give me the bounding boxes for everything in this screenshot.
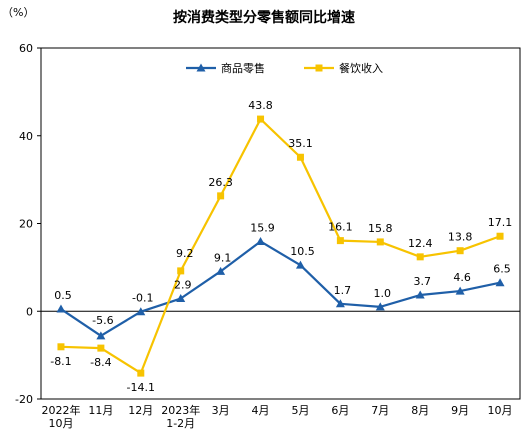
y-tick-label: 60 (19, 42, 33, 55)
data-point-marker (495, 278, 505, 287)
data-label: -14.1 (127, 381, 155, 394)
data-label: 16.1 (328, 221, 353, 234)
data-point-marker (335, 299, 345, 308)
data-label: 4.6 (453, 271, 471, 284)
data-point-marker (375, 302, 385, 311)
data-label: 1.7 (334, 284, 352, 297)
data-point-marker (217, 192, 225, 200)
data-point-marker (177, 267, 185, 275)
data-label: 13.8 (448, 231, 473, 244)
series-layer (56, 115, 505, 377)
legend-label: 餐饮收入 (339, 61, 383, 75)
data-point-marker (176, 294, 186, 303)
data-label: 10.5 (290, 245, 315, 258)
y-tick-label: -20 (15, 393, 33, 406)
x-tick-label: 5月 (291, 404, 309, 417)
data-label: 35.1 (288, 137, 313, 150)
data-point-marker (455, 286, 465, 295)
x-tick-label: 8月 (411, 404, 429, 417)
x-tick-label: 9月 (451, 404, 469, 417)
axes: -20 0 20 40 60 2022年 10月 11月 12月 2023年 1-2月 3月 4月 5月 6… (15, 42, 521, 430)
plot-frame (40, 47, 521, 400)
data-point-marker (137, 369, 145, 377)
data-point-marker (295, 260, 305, 269)
data-point-marker (336, 237, 344, 245)
data-point-marker (57, 343, 65, 351)
series-line (60, 117, 501, 375)
data-point-marker (257, 115, 265, 123)
data-point-marker (496, 232, 504, 240)
legend-marker (196, 63, 206, 72)
data-label: 43.8 (248, 99, 273, 112)
data-point-marker (296, 153, 304, 161)
x-tick-label: 2023年 1-2月 (161, 403, 200, 430)
x-tick-label: 6月 (331, 404, 349, 417)
data-label: 12.4 (408, 237, 433, 250)
data-label: 15.9 (250, 221, 275, 234)
data-label: 6.5 (493, 263, 511, 276)
y-axis-unit-label: （%） (2, 6, 34, 19)
data-label: -8.4 (90, 356, 111, 369)
data-label: -5.6 (92, 314, 113, 327)
x-tick-label: 7月 (371, 404, 389, 417)
x-tick-label: 4月 (252, 404, 270, 417)
x-tick-label: 3月 (212, 404, 230, 417)
data-label: 26.3 (208, 176, 233, 189)
data-label: 1.0 (374, 287, 392, 300)
x-tick-label: 11月 (88, 404, 113, 417)
x-tick-label: 12月 (128, 404, 153, 417)
data-point-marker (96, 331, 106, 340)
data-label: -8.1 (50, 355, 71, 368)
data-point-marker (256, 236, 266, 245)
legend-marker (315, 64, 323, 72)
data-label: 0.5 (54, 289, 72, 302)
data-point-marker (416, 253, 424, 261)
data-point-marker (456, 247, 464, 255)
y-tick-label: 20 (19, 218, 33, 231)
data-point-marker (216, 266, 226, 275)
data-label: 9.2 (176, 247, 194, 260)
legend-label: 商品零售 (221, 61, 265, 75)
data-label: 3.7 (413, 275, 431, 288)
x-tick-label: 10月 (488, 404, 513, 417)
y-tick-label: 40 (19, 130, 33, 143)
data-label: -0.1 (132, 292, 153, 305)
legend: 商品零售 餐饮收入 (186, 61, 383, 75)
x-tick-label: 2022年 10月 (41, 403, 80, 430)
series-line (60, 240, 501, 337)
data-point-marker (376, 238, 384, 246)
data-label: 17.1 (488, 216, 513, 229)
data-labels: 0.5 -5.6 -0.1 2.9 9.1 15.9 10.5 1.7 1.0 3.7 4.6 6.5… (50, 99, 512, 394)
data-label: 2.9 (174, 279, 192, 292)
data-point-marker (136, 307, 146, 316)
y-tick-label: 0 (26, 305, 33, 318)
data-label: 15.8 (368, 222, 393, 235)
data-point-marker (97, 344, 105, 352)
data-label: 9.1 (214, 251, 232, 264)
chart-title: 按消费类型分零售额同比增速 (173, 9, 355, 26)
data-point-marker (56, 304, 66, 313)
data-point-marker (415, 290, 425, 299)
